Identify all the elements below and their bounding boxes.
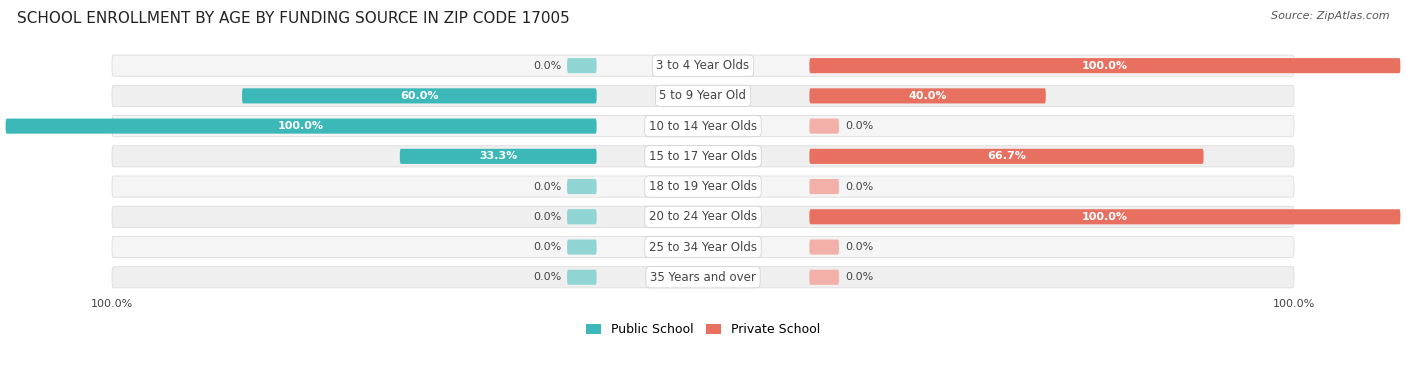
- Text: 100.0%: 100.0%: [1081, 60, 1128, 71]
- Text: 0.0%: 0.0%: [533, 272, 561, 282]
- Legend: Public School, Private School: Public School, Private School: [581, 319, 825, 341]
- FancyBboxPatch shape: [112, 55, 1294, 76]
- Text: 0.0%: 0.0%: [533, 181, 561, 192]
- Text: SCHOOL ENROLLMENT BY AGE BY FUNDING SOURCE IN ZIP CODE 17005: SCHOOL ENROLLMENT BY AGE BY FUNDING SOUR…: [17, 11, 569, 26]
- Text: 100.0%: 100.0%: [278, 121, 325, 131]
- FancyBboxPatch shape: [567, 58, 596, 73]
- Text: 0.0%: 0.0%: [533, 242, 561, 252]
- FancyBboxPatch shape: [112, 116, 1294, 137]
- FancyBboxPatch shape: [112, 85, 1294, 107]
- Text: 25 to 34 Year Olds: 25 to 34 Year Olds: [650, 240, 756, 254]
- FancyBboxPatch shape: [242, 88, 596, 104]
- Text: 60.0%: 60.0%: [401, 91, 439, 101]
- FancyBboxPatch shape: [810, 88, 1046, 104]
- FancyBboxPatch shape: [810, 179, 839, 194]
- FancyBboxPatch shape: [567, 209, 596, 225]
- FancyBboxPatch shape: [112, 176, 1294, 197]
- Text: 15 to 17 Year Olds: 15 to 17 Year Olds: [650, 150, 756, 163]
- FancyBboxPatch shape: [810, 149, 1204, 164]
- FancyBboxPatch shape: [112, 206, 1294, 228]
- FancyBboxPatch shape: [567, 270, 596, 285]
- Text: 3 to 4 Year Olds: 3 to 4 Year Olds: [657, 59, 749, 72]
- FancyBboxPatch shape: [810, 58, 1400, 73]
- FancyBboxPatch shape: [6, 119, 596, 134]
- FancyBboxPatch shape: [810, 209, 1400, 225]
- FancyBboxPatch shape: [567, 179, 596, 194]
- Text: 0.0%: 0.0%: [845, 242, 873, 252]
- FancyBboxPatch shape: [810, 119, 839, 134]
- Text: 0.0%: 0.0%: [845, 181, 873, 192]
- Text: 35 Years and over: 35 Years and over: [650, 271, 756, 284]
- FancyBboxPatch shape: [810, 270, 839, 285]
- FancyBboxPatch shape: [112, 237, 1294, 257]
- Text: 33.3%: 33.3%: [479, 151, 517, 161]
- FancyBboxPatch shape: [112, 146, 1294, 167]
- FancyBboxPatch shape: [810, 240, 839, 254]
- Text: 0.0%: 0.0%: [845, 272, 873, 282]
- Text: 18 to 19 Year Olds: 18 to 19 Year Olds: [650, 180, 756, 193]
- Text: 0.0%: 0.0%: [533, 212, 561, 222]
- Text: Source: ZipAtlas.com: Source: ZipAtlas.com: [1271, 11, 1389, 21]
- FancyBboxPatch shape: [567, 240, 596, 254]
- Text: 40.0%: 40.0%: [908, 91, 946, 101]
- Text: 5 to 9 Year Old: 5 to 9 Year Old: [659, 89, 747, 102]
- FancyBboxPatch shape: [399, 149, 596, 164]
- Text: 10 to 14 Year Olds: 10 to 14 Year Olds: [650, 119, 756, 133]
- Text: 100.0%: 100.0%: [1081, 212, 1128, 222]
- Text: 66.7%: 66.7%: [987, 151, 1026, 161]
- FancyBboxPatch shape: [112, 266, 1294, 288]
- Text: 0.0%: 0.0%: [845, 121, 873, 131]
- Text: 20 to 24 Year Olds: 20 to 24 Year Olds: [650, 210, 756, 223]
- Text: 0.0%: 0.0%: [533, 60, 561, 71]
